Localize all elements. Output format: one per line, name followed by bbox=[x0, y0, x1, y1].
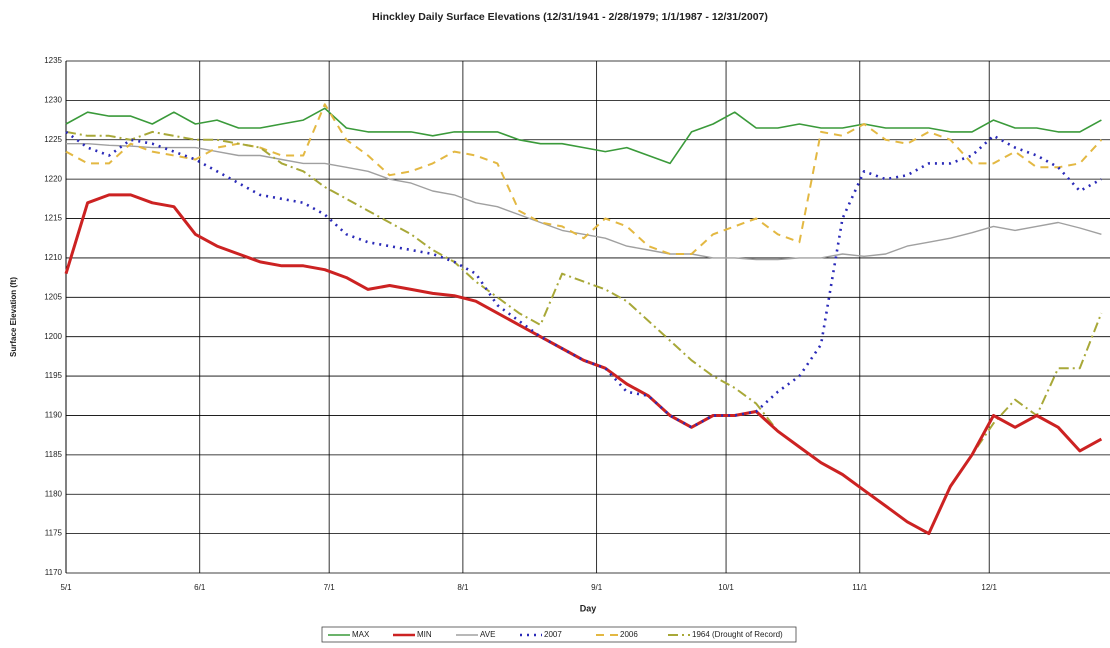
y-tick-label: 1225 bbox=[44, 135, 62, 144]
x-tick-label: 6/1 bbox=[194, 583, 206, 592]
y-tick-label: 1205 bbox=[44, 292, 62, 301]
chart-title: Hinckley Daily Surface Elevations (12/31… bbox=[372, 11, 768, 23]
y-tick-label: 1175 bbox=[45, 529, 63, 538]
legend-label: 2007 bbox=[544, 630, 562, 639]
x-tick-label: 8/1 bbox=[457, 583, 469, 592]
legend-label: AVE bbox=[480, 630, 495, 639]
y-axis-label: Surface Elevation (ft) bbox=[9, 277, 18, 357]
series-line bbox=[64, 193, 1103, 536]
x-tick-label: 9/1 bbox=[591, 583, 603, 592]
y-tick-label: 1235 bbox=[44, 56, 62, 65]
y-tick-label: 1190 bbox=[45, 411, 63, 420]
legend-label: MAX bbox=[352, 630, 370, 639]
y-tick-label: 1185 bbox=[45, 450, 63, 459]
y-tick-label: 1220 bbox=[44, 174, 62, 183]
x-tick-label: 11/1 bbox=[852, 583, 868, 592]
y-tick-label: 1195 bbox=[45, 371, 63, 380]
legend-box bbox=[321, 626, 797, 643]
y-tick-label: 1180 bbox=[45, 489, 63, 498]
legend-label: 1964 (Drought of Record) bbox=[692, 630, 783, 639]
y-tick-label: 1230 bbox=[44, 95, 62, 104]
y-tick-label: 1170 bbox=[45, 568, 63, 577]
series-line bbox=[66, 143, 1102, 261]
legend-label: 2006 bbox=[620, 630, 638, 639]
x-tick-label: 5/1 bbox=[60, 583, 72, 592]
x-tick-label: 10/1 bbox=[718, 583, 734, 592]
series-line bbox=[65, 107, 1102, 165]
series-line bbox=[65, 130, 1103, 535]
legend-label: MIN bbox=[417, 630, 432, 639]
series-line bbox=[65, 130, 1103, 429]
x-axis-label: Day bbox=[580, 603, 597, 613]
x-tick-label: 12/1 bbox=[981, 583, 997, 592]
y-tick-label: 1210 bbox=[44, 253, 62, 262]
y-tick-label: 1200 bbox=[44, 332, 62, 341]
y-tick-label: 1215 bbox=[44, 214, 62, 223]
x-tick-label: 7/1 bbox=[324, 583, 336, 592]
